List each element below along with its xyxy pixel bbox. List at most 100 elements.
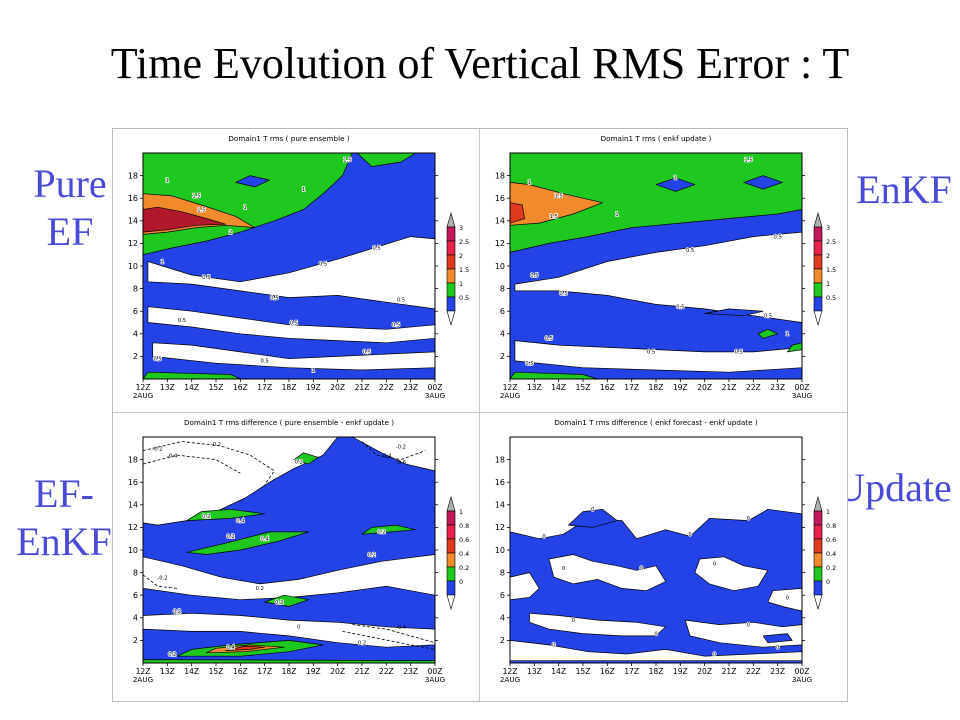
contour-region-green — [143, 371, 241, 379]
x-tick-label: 20Z — [330, 383, 345, 392]
legend-swatch — [446, 552, 456, 568]
legend-swatch — [813, 552, 823, 568]
x-tick-label: 13Z — [160, 383, 175, 392]
y-tick-label: 6 — [500, 307, 505, 316]
y-tick-label: 2 — [133, 352, 138, 361]
contour-region-white — [514, 231, 802, 323]
x-tick-label: 12Z — [503, 383, 518, 392]
y-tick-label: 18 — [128, 171, 138, 180]
legend-swatch — [446, 296, 456, 312]
contour-region-green — [356, 153, 416, 167]
contour-region-green — [143, 153, 353, 256]
legend-swatch — [813, 580, 823, 596]
legend-arrow-bottom — [813, 310, 823, 327]
x-tick-label: 13Z — [527, 383, 542, 392]
contour-line-negative — [352, 624, 435, 644]
contour-label: 1.5 — [555, 194, 563, 200]
y-tick-label: 14 — [495, 501, 505, 510]
chart-svg: Domain1 T rms difference ( pure ensemble… — [128, 418, 469, 684]
contour-line-negative — [143, 454, 241, 474]
legend-swatch — [813, 538, 823, 554]
contour-label: 0.5 — [774, 234, 782, 240]
contour-region-white — [147, 306, 435, 344]
y-tick-label: 18 — [128, 455, 138, 464]
contour-label: 0.5 — [363, 350, 371, 356]
chart-panel: Domain1 T rms difference ( pure ensemble… — [113, 413, 479, 696]
y-tick-label: 10 — [495, 262, 505, 271]
y-tick-label: 16 — [128, 478, 138, 487]
y-tick-label: 14 — [128, 501, 138, 510]
legend-label: 0.6 — [826, 536, 836, 544]
legend-swatch — [446, 268, 456, 284]
chart-title: Domain1 T rms difference ( enkf forecast… — [554, 418, 757, 427]
legend-arrow-bottom — [813, 594, 823, 611]
y-tick-label: 4 — [500, 330, 505, 339]
contour-label: 0.2 — [168, 652, 176, 658]
x-date-label: 2AUG — [500, 675, 520, 684]
contour-region-white — [510, 572, 540, 601]
x-tick-label: 15Z — [576, 383, 591, 392]
x-tick-label: 00Z — [428, 667, 443, 676]
x-tick-label: 21Z — [355, 383, 370, 392]
x-tick-label: 15Z — [209, 383, 224, 392]
x-date-label: 3AUG — [425, 391, 445, 400]
x-tick-label: 21Z — [722, 383, 737, 392]
contour-label: 0.4 — [261, 537, 270, 543]
x-tick-label: 22Z — [746, 383, 761, 392]
label-enkf: EnKF — [856, 167, 952, 212]
x-tick-label: 23Z — [770, 667, 785, 676]
legend-arrow-top — [813, 211, 823, 228]
panel-divider-vertical — [479, 129, 480, 701]
x-tick-label: 19Z — [306, 383, 321, 392]
chart-svg: Domain1 T rms difference ( enkf forecast… — [495, 418, 836, 684]
chart-panel: Domain1 T rms ( pure ensemble ) 1 1.5 2 1.5 1… — [113, 129, 479, 412]
legend-label: 0 — [459, 578, 463, 586]
legend-swatch — [813, 566, 823, 582]
contour-label: 0 — [654, 631, 657, 637]
contour-label: 0.5 — [525, 361, 533, 367]
contour-region-blue — [762, 633, 793, 644]
x-tick-label: 12Z — [136, 667, 151, 676]
y-tick-label: 12 — [128, 239, 138, 248]
x-tick-label: 18Z — [282, 383, 297, 392]
contour-label: -0.4 — [381, 453, 392, 459]
x-tick-label: 13Z — [160, 667, 175, 676]
label-pure-ef: Pure EF — [33, 161, 107, 254]
contour-region-blue — [235, 175, 270, 188]
contour-label: 0.5 — [261, 359, 269, 365]
x-tick-label: 19Z — [673, 383, 688, 392]
legend-label: 0.5 — [826, 294, 836, 302]
figure-grid: Domain1 T rms ( pure ensemble ) 1 1.5 2 1.5 1… — [112, 128, 848, 702]
legend-label: 3 — [459, 224, 463, 232]
contour-label: 0.5 — [372, 246, 380, 252]
y-tick-label: 8 — [500, 284, 505, 293]
contour-line-negative — [143, 574, 178, 589]
legend-swatch — [446, 254, 456, 270]
legend-label: 0.2 — [459, 564, 469, 572]
contour-label: 0 — [747, 622, 750, 628]
legend-label: 0.8 — [459, 522, 469, 530]
legend-arrow-top — [446, 211, 456, 228]
legend-swatch — [813, 510, 823, 526]
legend-label: 0.4 — [826, 550, 836, 558]
contour-region-green — [510, 153, 802, 253]
contour-label: 0 — [562, 566, 565, 572]
contour-label: 0.5 — [202, 275, 210, 281]
legend-label: 0.6 — [459, 536, 469, 544]
y-tick-label: 16 — [495, 194, 505, 203]
contour-region-green — [143, 659, 435, 663]
chart-panel: Domain1 T rms difference ( enkf forecast… — [480, 413, 846, 696]
legend-swatch — [813, 524, 823, 540]
contour-region-white — [694, 556, 769, 592]
x-tick-label: 18Z — [649, 667, 664, 676]
contour-label: 0 — [786, 595, 789, 601]
x-tick-label: 22Z — [746, 667, 761, 676]
slide-title: Time Evolution of Vertical RMS Error : T — [110, 39, 850, 88]
contour-label: 1 — [166, 178, 169, 184]
label-update: Update — [836, 465, 952, 510]
legend-label: 2 — [826, 252, 830, 260]
contour-label: 1.5 — [550, 214, 558, 220]
contour-region-blue — [704, 308, 764, 317]
contour-label: 1 — [312, 368, 315, 374]
legend-swatch — [446, 282, 456, 298]
